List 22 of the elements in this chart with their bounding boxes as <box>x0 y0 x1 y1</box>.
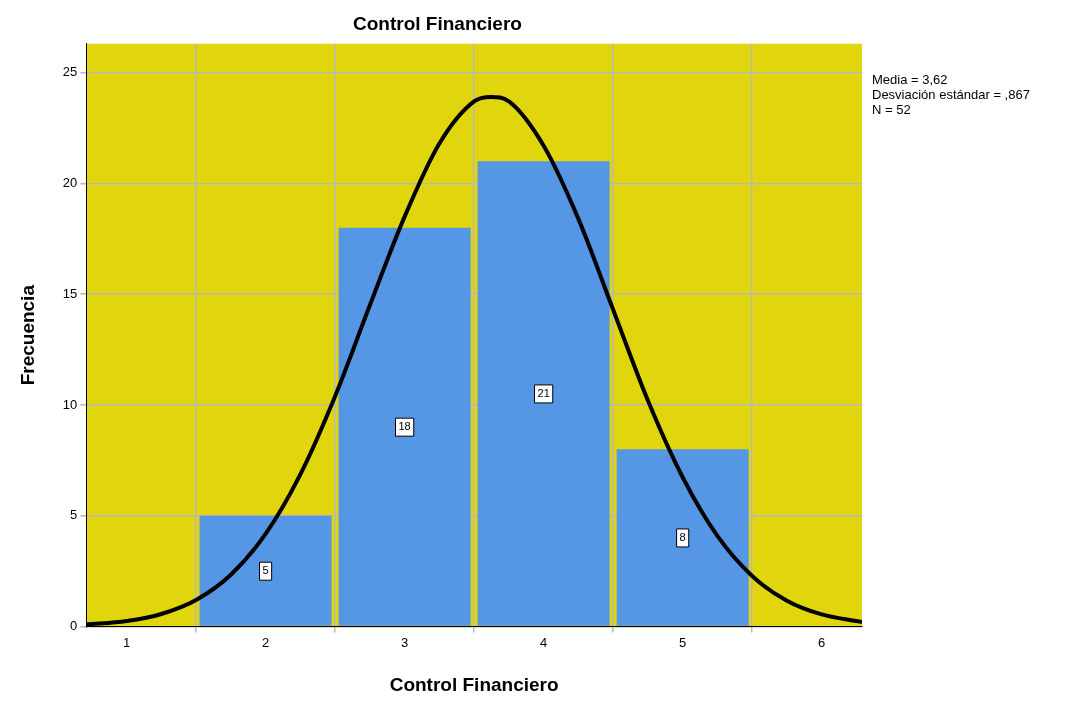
x-tick-label: 1 <box>122 634 131 650</box>
data-label: 8 <box>679 530 686 543</box>
y-tick-label: 10 <box>62 396 78 412</box>
y-tick-label: 25 <box>62 64 78 80</box>
text: N = 52 <box>872 101 911 117</box>
x-tick-label: 2 <box>261 634 270 650</box>
x-tick-label: 4 <box>540 634 548 650</box>
y-tick-label: 0 <box>70 618 78 634</box>
text: Desviación estándar = ,867 <box>872 86 1030 102</box>
y-tick-label: 20 <box>62 174 78 190</box>
x-tick-label: 6 <box>818 634 826 650</box>
x-axis-title: Control Financiero <box>389 673 559 695</box>
text: Media = 3,62 <box>872 71 948 87</box>
data-label: 18 <box>398 420 411 433</box>
data-label: 5 <box>262 564 269 577</box>
chart-title: Control Financiero <box>353 12 522 34</box>
data-label: 21 <box>537 386 550 399</box>
y-tick-label: 5 <box>70 507 78 523</box>
y-tick-label: 15 <box>62 285 78 301</box>
y-axis-title: Frecuencia <box>16 284 38 386</box>
x-tick-label: 5 <box>679 634 687 650</box>
x-tick-label: 3 <box>401 634 409 650</box>
